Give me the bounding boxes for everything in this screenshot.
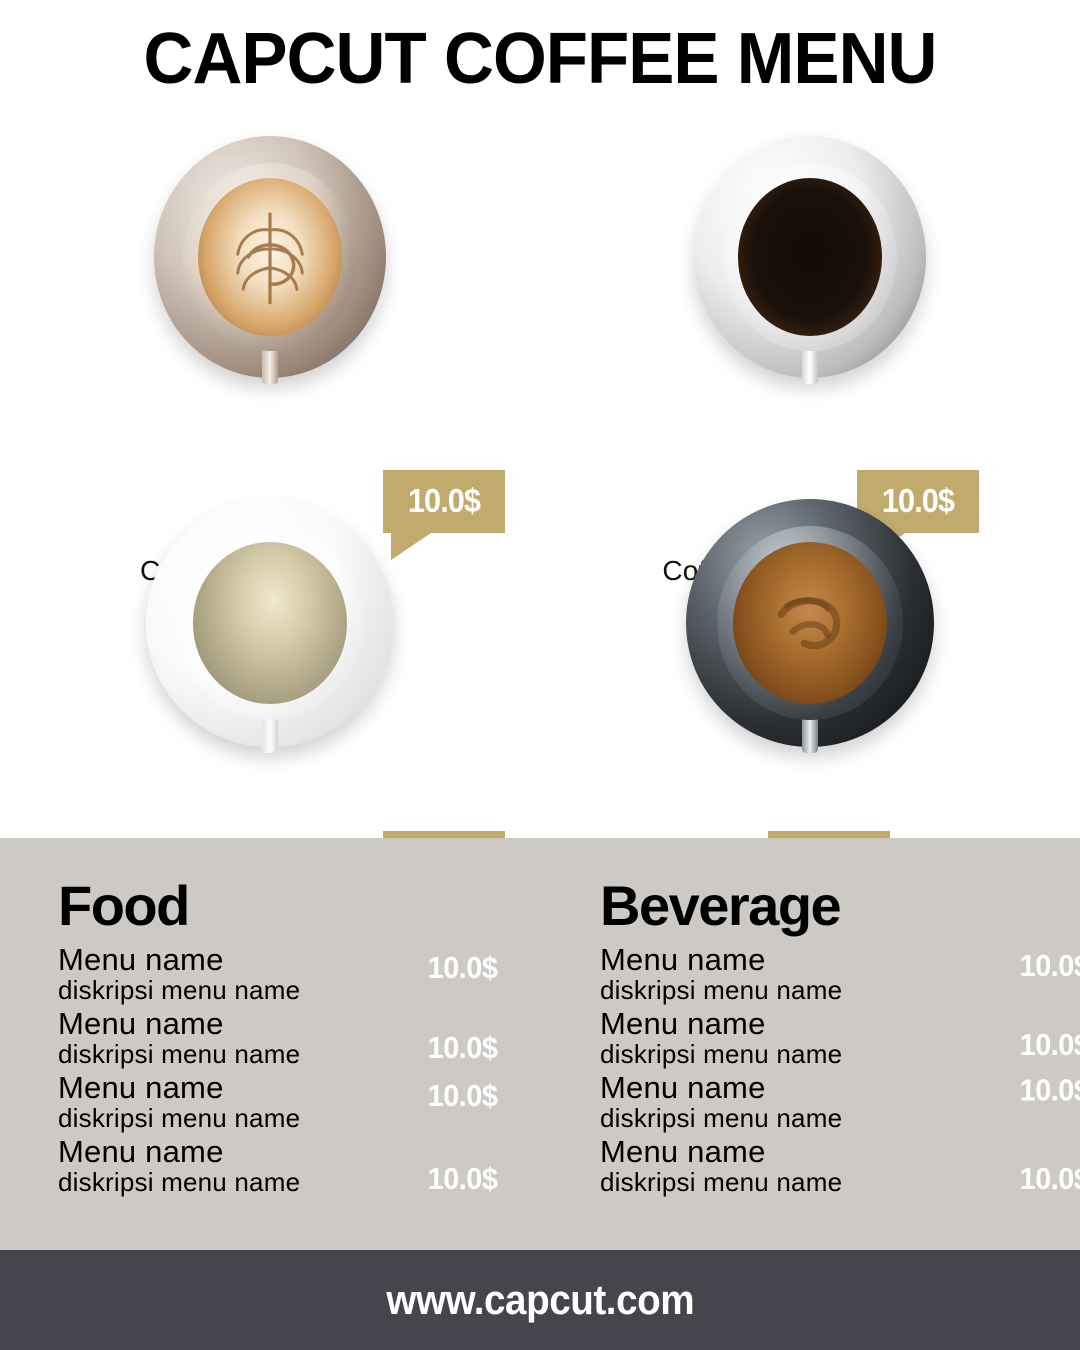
menu-column-beverage: Beverage Menu name diskripsi menu name 1… (600, 838, 1080, 1200)
menu-item-description: diskripsi menu name (600, 1102, 843, 1133)
menu-row[interactable]: Menu name diskripsi menu name 10.0$ (600, 1070, 1080, 1136)
price-value: 10.0$ (407, 481, 481, 519)
menu-row[interactable]: Menu name diskripsi menu name 10.0$ (58, 1006, 558, 1072)
menu-row[interactable]: Menu name diskripsi menu name 10.0$ (600, 1006, 1080, 1072)
menu-item-name: Menu name (58, 942, 224, 977)
crema-swirl-art-icon (777, 597, 841, 650)
menu-row-list: Menu name diskripsi menu name 10.0$ Menu… (58, 942, 558, 1200)
column-title: Food (58, 874, 190, 937)
menu-item-price: 10.0$ (1019, 947, 1080, 983)
menu-item-name: Menu name (600, 1070, 766, 1105)
menu-item-description: diskripsi menu name (58, 1166, 301, 1197)
menu-item-price: 10.0$ (427, 1029, 498, 1065)
menu-row[interactable]: Menu name diskripsi menu name 10.0$ (58, 1070, 558, 1136)
menu-item-description: diskripsi menu name (600, 1166, 843, 1197)
menu-item-price: 10.0$ (1019, 1072, 1080, 1108)
coffee-liquid-surface (733, 542, 887, 704)
menu-item-price: 10.0$ (1019, 1027, 1080, 1063)
menu-item-name: Menu name (600, 942, 766, 977)
latte-art-fern-icon (236, 212, 304, 305)
page-title: CAPCUT COFFEE MENU (143, 19, 938, 99)
menu-item-description: diskripsi menu name (600, 1038, 843, 1069)
product-card-coffee-machiato[interactable]: 10.0$ Coffee machiato (0, 485, 540, 946)
menu-panel: Food Menu name diskripsi menu name 10.0$… (0, 838, 1080, 1250)
menu-item-price: 10.0$ (427, 950, 498, 986)
menu-item-price: 10.0$ (427, 1078, 498, 1114)
product-card-coffee-tubruk[interactable]: 10.0$ Coffee tubruk (540, 130, 1080, 586)
menu-item-name: Menu name (600, 1134, 766, 1169)
price-value: 10.0$ (881, 481, 955, 519)
menu-row[interactable]: Menu name diskripsi menu name 10.0$ (600, 1134, 1080, 1200)
coffee-cup-image-coklat (686, 499, 934, 753)
menu-column-food: Food Menu name diskripsi menu name 10.0$… (58, 838, 558, 1200)
coffee-cup-image-tubruk (694, 136, 926, 384)
coffee-liquid-surface (193, 542, 347, 704)
menu-item-description: diskripsi menu name (600, 974, 843, 1005)
cup-handle (262, 711, 278, 753)
price-tag-tail-icon (391, 533, 431, 560)
product-card-coffee-coklat[interactable]: 10.0$ Coffee coklat (540, 485, 1080, 946)
coffee-cup-image-machiato (146, 499, 394, 753)
column-title: Beverage (600, 874, 842, 937)
menu-item-price: 10.0$ (427, 1160, 498, 1196)
menu-item-description: diskripsi menu name (58, 1038, 301, 1069)
menu-row-list: Menu name diskripsi menu name 10.0$ Menu… (600, 942, 1080, 1200)
cup-handle (802, 711, 818, 753)
menu-item-name: Menu name (600, 1006, 766, 1041)
menu-row[interactable]: Menu name diskripsi menu name 10.0$ (600, 942, 1080, 1008)
menu-row[interactable]: Menu name diskripsi menu name 10.0$ (58, 942, 558, 1008)
cup-handle (802, 342, 818, 384)
menu-item-description: diskripsi menu name (58, 1102, 301, 1133)
coffee-cup-image-latte (154, 136, 386, 384)
footer-bar: www.capcut.com (0, 1250, 1080, 1350)
website-url[interactable]: www.capcut.com (386, 1276, 694, 1323)
menu-row[interactable]: Menu name diskripsi menu name 10.0$ (58, 1134, 558, 1200)
menu-item-name: Menu name (58, 1134, 224, 1169)
price-tag-coffee-latte[interactable]: 10.0$ (383, 470, 505, 560)
coffee-liquid-surface (738, 178, 882, 336)
cup-handle (262, 342, 278, 384)
menu-item-name: Menu name (58, 1006, 224, 1041)
menu-item-name: Menu name (58, 1070, 224, 1105)
menu-item-price: 10.0$ (1019, 1160, 1080, 1196)
product-card-coffee-latte[interactable]: 10.0$ Coffee latte (0, 130, 540, 586)
product-grid: 10.0$ Coffee latte 10.0$ Coffee tubruk 1… (0, 130, 1080, 946)
menu-item-description: diskripsi menu name (58, 974, 301, 1005)
